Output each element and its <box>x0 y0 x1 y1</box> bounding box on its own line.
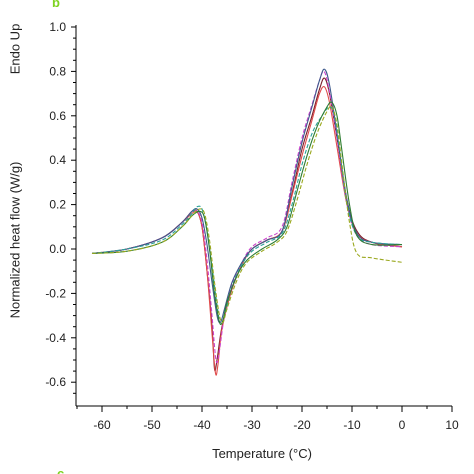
y-tick-label: 0.4 <box>49 153 66 167</box>
series-line-7 <box>91 105 403 324</box>
x-tick-label: -50 <box>143 418 161 432</box>
endo-up-annotation: Endo Up <box>7 24 22 75</box>
series-layer <box>91 68 403 376</box>
y-tick-label: -0.6 <box>45 375 66 389</box>
series-line-4 <box>91 68 403 324</box>
y-axis-label: Normalized heat flow (W/g) <box>7 162 22 319</box>
y-tick-label: -0.4 <box>45 331 66 345</box>
series-line-6 <box>91 101 403 325</box>
panel-label-c: c <box>57 466 64 474</box>
panel-label-b: b <box>52 0 60 10</box>
y-tick-label: 0.0 <box>49 242 66 256</box>
series-line-3 <box>91 70 403 364</box>
x-tick-label: -10 <box>343 418 361 432</box>
y-tick-label: 1.0 <box>49 20 66 34</box>
y-tick-label: 0.6 <box>49 109 66 123</box>
series-line-5 <box>91 106 403 326</box>
x-tick-label: -30 <box>243 418 261 432</box>
y-tick-label: 0.2 <box>49 198 66 212</box>
y-tick-label: -0.2 <box>45 286 66 300</box>
x-tick-label: 0 <box>399 418 406 432</box>
x-axis-label: Temperature (°C) <box>212 446 312 461</box>
x-tick-label: -40 <box>193 418 211 432</box>
series-line-1 <box>91 77 403 372</box>
x-tick-label: -20 <box>293 418 311 432</box>
x-tick-label: -60 <box>93 418 111 432</box>
x-tick-label: 10 <box>445 418 459 432</box>
y-tick-label: 0.8 <box>49 64 66 78</box>
axes: -0.6 -0.4 -0.2 0.0 0.2 0.4 0.6 0.8 1.0 -60 -50 -40 -… <box>45 20 459 432</box>
